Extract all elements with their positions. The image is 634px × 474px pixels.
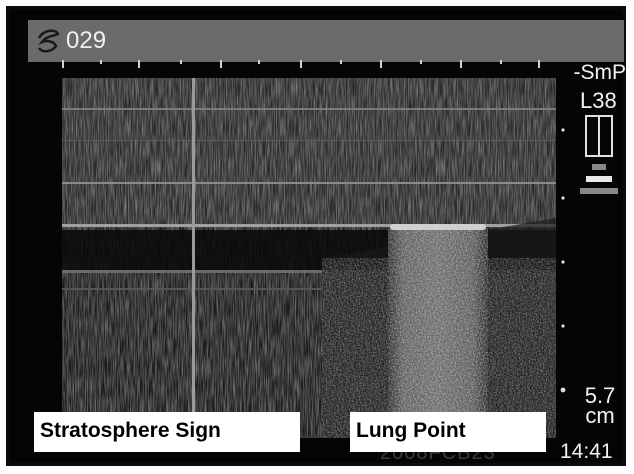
annotation-right-text: Lung Point	[356, 419, 466, 442]
header-bar: 029	[28, 20, 624, 62]
depth-unit: cm	[585, 403, 615, 428]
annotation-lung-point: Lung Point	[350, 412, 546, 452]
depth-ruler	[60, 60, 560, 70]
annotation-stratosphere-sign: Stratosphere Sign	[34, 412, 300, 452]
annotation-left-text: Stratosphere Sign	[40, 419, 221, 442]
depth-readout: 5.7 cm	[578, 383, 622, 428]
probe-label: L38	[580, 88, 617, 113]
mmode-texture	[62, 78, 556, 438]
time-readout: 14:41	[560, 440, 613, 463]
preset-label: -SmP	[573, 61, 627, 84]
scan-sector-icon	[580, 115, 618, 194]
mmode-image	[62, 78, 556, 438]
depth-scale-dots	[560, 128, 566, 393]
image-number: 029	[66, 27, 107, 54]
depth-value: 5.7	[584, 383, 616, 408]
probe-swirl-icon	[37, 29, 60, 53]
